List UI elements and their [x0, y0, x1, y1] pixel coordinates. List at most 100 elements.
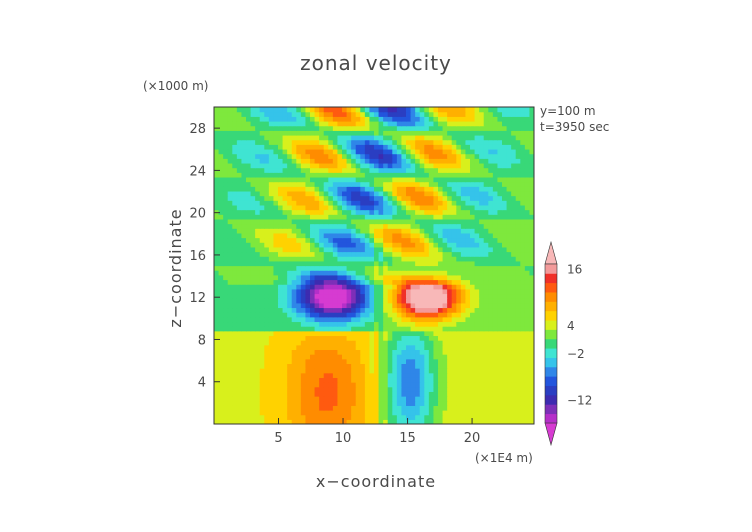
- field-cell: [392, 116, 398, 122]
- field-cell: [456, 223, 462, 229]
- field-cell: [465, 321, 471, 327]
- field-cell: [369, 298, 375, 304]
- field-cell: [236, 358, 243, 364]
- field-cell: [392, 410, 398, 416]
- field-cell: [337, 139, 343, 145]
- field-cell: [332, 251, 339, 257]
- field-cell: [479, 107, 485, 113]
- field-cell: [465, 279, 471, 285]
- field-cell: [282, 214, 288, 220]
- field-cell: [246, 270, 252, 276]
- field-cell: [369, 190, 375, 197]
- field-cell: [300, 400, 307, 406]
- field-cell: [497, 368, 503, 374]
- field-cell: [246, 134, 252, 141]
- field-cell: [328, 274, 334, 281]
- field-cell: [241, 302, 247, 309]
- field-cell: [355, 354, 361, 360]
- field-cell: [250, 326, 256, 332]
- field-cell: [310, 176, 316, 183]
- field-cell: [424, 218, 430, 225]
- field-cell: [300, 111, 307, 117]
- field-cell: [520, 298, 526, 304]
- field-cell: [346, 363, 352, 369]
- field-cell: [401, 270, 407, 276]
- field-cell: [214, 363, 220, 369]
- field-cell: [483, 414, 489, 420]
- field-cell: [529, 288, 534, 295]
- field-cell: [374, 279, 380, 285]
- field-cell: [396, 372, 403, 378]
- field-cell: [479, 382, 485, 388]
- field-cell: [282, 195, 288, 201]
- field-cell: [502, 344, 508, 351]
- field-cell: [296, 312, 302, 318]
- field-cell: [337, 358, 343, 364]
- field-cell: [524, 120, 531, 127]
- field-cell: [250, 414, 256, 420]
- field-cell: [506, 228, 512, 234]
- field-cell: [227, 265, 233, 271]
- field-cell: [296, 214, 302, 220]
- field-cell: [218, 260, 224, 267]
- field-cell: [506, 368, 512, 374]
- field-cell: [250, 302, 256, 309]
- field-cell: [406, 232, 412, 239]
- field-cell: [214, 148, 220, 155]
- field-cell: [374, 391, 380, 397]
- field-cell: [355, 274, 361, 281]
- field-cell: [218, 134, 224, 141]
- field-cell: [387, 144, 393, 150]
- field-cell: [374, 190, 380, 197]
- field-cell: [232, 195, 238, 201]
- field-cell: [218, 391, 224, 397]
- field-cell: [232, 125, 238, 131]
- field-cell: [497, 326, 503, 332]
- field-cell: [264, 237, 270, 243]
- field-cell: [396, 298, 403, 304]
- field-cell: [246, 260, 252, 267]
- field-cell: [310, 354, 316, 360]
- field-cell: [474, 298, 480, 304]
- field-cell: [296, 153, 302, 159]
- field-cell: [515, 246, 521, 253]
- field-cell: [511, 391, 517, 397]
- field-cell: [428, 377, 435, 383]
- field-cell: [282, 246, 288, 253]
- field-cell: [497, 377, 503, 383]
- field-cell: [268, 340, 275, 346]
- field-cell: [273, 288, 279, 295]
- field-cell: [264, 274, 270, 281]
- field-cell: [246, 405, 252, 411]
- field-cell: [291, 382, 297, 388]
- field-cell: [319, 204, 325, 211]
- field-cell: [259, 312, 265, 318]
- field-cell: [387, 391, 393, 397]
- field-cell: [511, 377, 517, 383]
- field-cell: [410, 293, 416, 299]
- field-cell: [465, 139, 471, 145]
- field-cell: [415, 340, 421, 346]
- field-cell: [291, 307, 297, 313]
- field-cell: [241, 372, 247, 378]
- field-cell: [465, 316, 471, 323]
- field-cell: [278, 176, 284, 183]
- field-cell: [328, 358, 334, 364]
- field-cell: [392, 344, 398, 351]
- field-cell: [424, 190, 430, 197]
- field-cell: [250, 218, 256, 225]
- field-cell: [328, 181, 334, 187]
- field-cell: [378, 111, 384, 117]
- field-cell: [246, 120, 252, 127]
- field-cell: [447, 368, 453, 374]
- field-cell: [305, 153, 311, 159]
- field-cell: [442, 246, 448, 253]
- field-cell: [419, 270, 425, 276]
- field-cell: [396, 391, 403, 397]
- field-cell: [364, 130, 371, 136]
- field-cell: [264, 335, 270, 341]
- field-cell: [433, 232, 439, 239]
- field-cell: [360, 111, 366, 117]
- field-cell: [460, 251, 467, 257]
- field-cell: [451, 410, 457, 416]
